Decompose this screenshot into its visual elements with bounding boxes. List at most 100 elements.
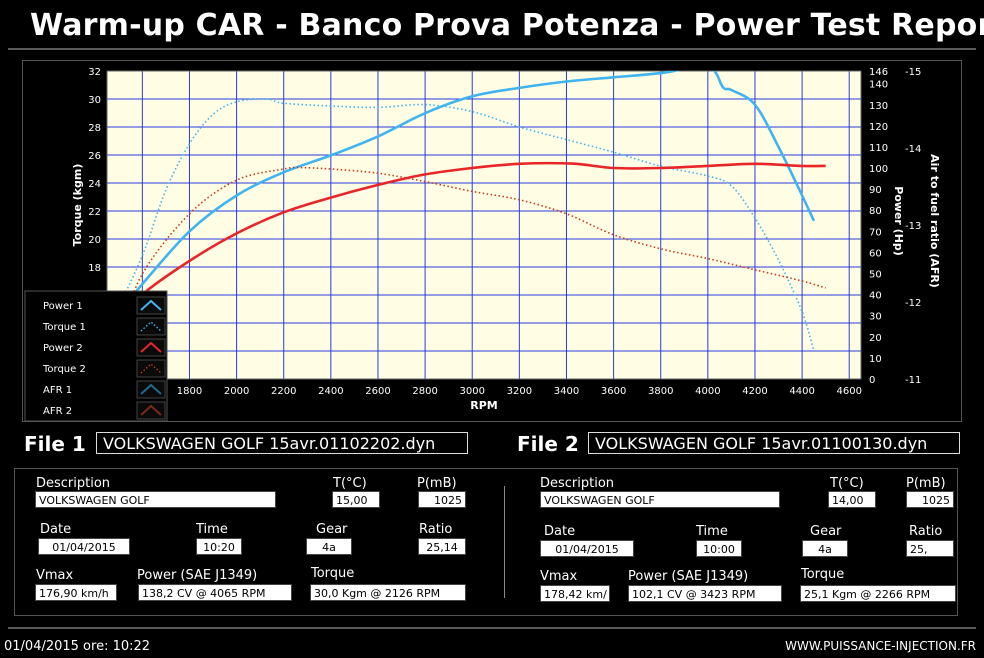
torque-tick-label: 22: [88, 207, 101, 218]
afr-axis-label: Air to fuel ratio (AFR): [928, 154, 941, 288]
file1-torque-label: Torque: [311, 566, 355, 581]
file1-power-field[interactable]: 138,2 CV @ 4065 RPM: [138, 584, 292, 601]
power-tick-label: 100: [869, 164, 888, 175]
afr-tick-label: -14: [905, 144, 921, 155]
file1-time-field[interactable]: 10:20: [196, 538, 242, 555]
footer-divider: [8, 627, 976, 629]
torque-axis-label: Torque (kgm): [71, 164, 84, 247]
power-tick-label: 10: [869, 354, 882, 365]
power-tick-label: 20: [869, 333, 882, 344]
power-tick-label: 40: [869, 291, 882, 302]
file2-pressure-field[interactable]: 1025: [906, 491, 954, 508]
file2-date-field[interactable]: 01/04/2015: [540, 540, 634, 557]
rpm-tick-label: 4000: [695, 386, 720, 397]
legend-swatch-box: [136, 317, 166, 336]
dyno-chart-panel: 1012141618202224262830320102030405060708…: [22, 60, 962, 422]
legend-swatch-box: [136, 380, 166, 399]
rpm-tick-label: 1800: [177, 386, 202, 397]
power-tick-label: 146: [869, 67, 888, 78]
afr-tick-label: -15: [905, 67, 921, 78]
legend-swatch: [140, 363, 162, 374]
legend-swatch: [140, 341, 162, 353]
power-tick-label: 120: [869, 122, 888, 133]
legend-swatch-box: [136, 338, 166, 357]
file1-filename[interactable]: VOLKSWAGEN GOLF 15avr.01102202.dyn: [96, 432, 468, 454]
legend-label: Torque 1: [42, 322, 86, 333]
power-tick-label: 0: [869, 375, 875, 386]
file1-temp-label: T(°C): [333, 476, 367, 491]
legend-swatch: [140, 321, 162, 332]
power-tick-label: 80: [869, 206, 882, 217]
file1-time-label: Time: [196, 522, 228, 537]
legend-swatch-box: [136, 296, 166, 315]
file1-vmax-field[interactable]: 176,90 km/h: [35, 584, 117, 601]
file2-pressure-label: P(mB): [906, 476, 946, 491]
file2-torque-field[interactable]: 25,1 Kgm @ 2266 RPM: [800, 585, 956, 602]
file1-date-field[interactable]: 01/04/2015: [38, 538, 130, 555]
plot-border: [106, 70, 862, 380]
rpm-tick-label: 2800: [412, 386, 437, 397]
afr-tick-label: -12: [905, 298, 921, 309]
file2-filename[interactable]: VOLKSWAGEN GOLF 15avr.01100130.dyn: [588, 432, 960, 454]
file1-date-label: Date: [40, 522, 72, 537]
website-link[interactable]: WWW.PUISSANCE-INJECTION.FR: [785, 639, 976, 653]
file2-temp-field[interactable]: 14,00: [828, 491, 876, 508]
file1-description-field[interactable]: VOLKSWAGEN GOLF: [35, 491, 276, 508]
file2-vmax-field[interactable]: 178,42 km/: [540, 585, 610, 602]
rpm-tick-label: 4400: [789, 386, 814, 397]
legend-label: AFR 1: [43, 385, 72, 396]
torque-tick-label: 30: [88, 95, 101, 106]
rpm-tick-label: 3000: [459, 386, 484, 397]
legend-swatch: [140, 383, 162, 395]
afr-tick-label: -13: [905, 221, 921, 232]
rpm-axis-label: RPM: [470, 399, 497, 412]
legend-label: Power 1: [43, 301, 83, 312]
file2-gear-field[interactable]: 4a: [802, 540, 848, 557]
power-tick-label: 90: [869, 185, 882, 196]
legend-label: Power 2: [43, 343, 83, 354]
rpm-tick-label: 3200: [507, 386, 532, 397]
legend-swatch-box: [136, 359, 166, 378]
power-tick-label: 60: [869, 248, 882, 259]
legend-swatch-box: [136, 401, 166, 420]
file2-description-label: Description: [540, 476, 615, 491]
file1-gear-field[interactable]: 4a: [306, 538, 352, 555]
power-tick-label: 130: [869, 101, 888, 112]
rpm-tick-label: 2400: [318, 386, 343, 397]
rpm-tick-label: 2200: [271, 386, 296, 397]
file2-power-field[interactable]: 102,1 CV @ 3423 RPM: [628, 585, 782, 602]
file1-description-label: Description: [36, 476, 111, 491]
series-line-power-2: [129, 161, 826, 315]
info-divider: [504, 486, 505, 598]
torque-tick-label: 26: [88, 151, 101, 162]
power-tick-label: 110: [869, 143, 888, 154]
file1-label: File 1: [24, 432, 86, 456]
file2-ratio-field[interactable]: 25,: [906, 540, 954, 557]
rpm-tick-label: 4600: [836, 386, 861, 397]
torque-tick-label: 18: [88, 263, 101, 274]
rpm-tick-label: 3800: [648, 386, 673, 397]
afr-tick-label: -11: [905, 375, 921, 386]
power-tick-label: 50: [869, 270, 882, 281]
legend-label: Torque 2: [42, 364, 86, 375]
rpm-tick-label: 3600: [601, 386, 626, 397]
file2-description-field[interactable]: VOLKSWAGEN GOLF: [540, 491, 780, 508]
test-info-panel: [14, 468, 958, 616]
series-line-torque-2: [118, 166, 826, 338]
report-title: Warm-up CAR - Banco Prova Potenza - Powe…: [30, 8, 984, 43]
file2-gear-label: Gear: [810, 524, 842, 539]
file1-ratio-field[interactable]: 25,14: [418, 538, 466, 555]
legend-swatch: [140, 404, 162, 416]
file2-vmax-label: Vmax: [540, 569, 578, 584]
file2-time-field[interactable]: 10:00: [696, 540, 742, 557]
file1-pressure-field[interactable]: 1025: [418, 491, 466, 508]
file1-torque-field[interactable]: 30,0 Kgm @ 2126 RPM: [310, 584, 466, 601]
legend-label: AFR 2: [43, 406, 72, 417]
series-line-torque-1: [118, 98, 815, 352]
power-tick-label: 140: [869, 80, 888, 91]
file1-temp-field[interactable]: 15,00: [332, 491, 380, 508]
file2-temp-label: T(°C): [830, 476, 864, 491]
torque-tick-label: 28: [88, 123, 101, 134]
file2-power-label: Power (SAE J1349): [628, 569, 749, 584]
series-line-power-1: [129, 71, 816, 300]
